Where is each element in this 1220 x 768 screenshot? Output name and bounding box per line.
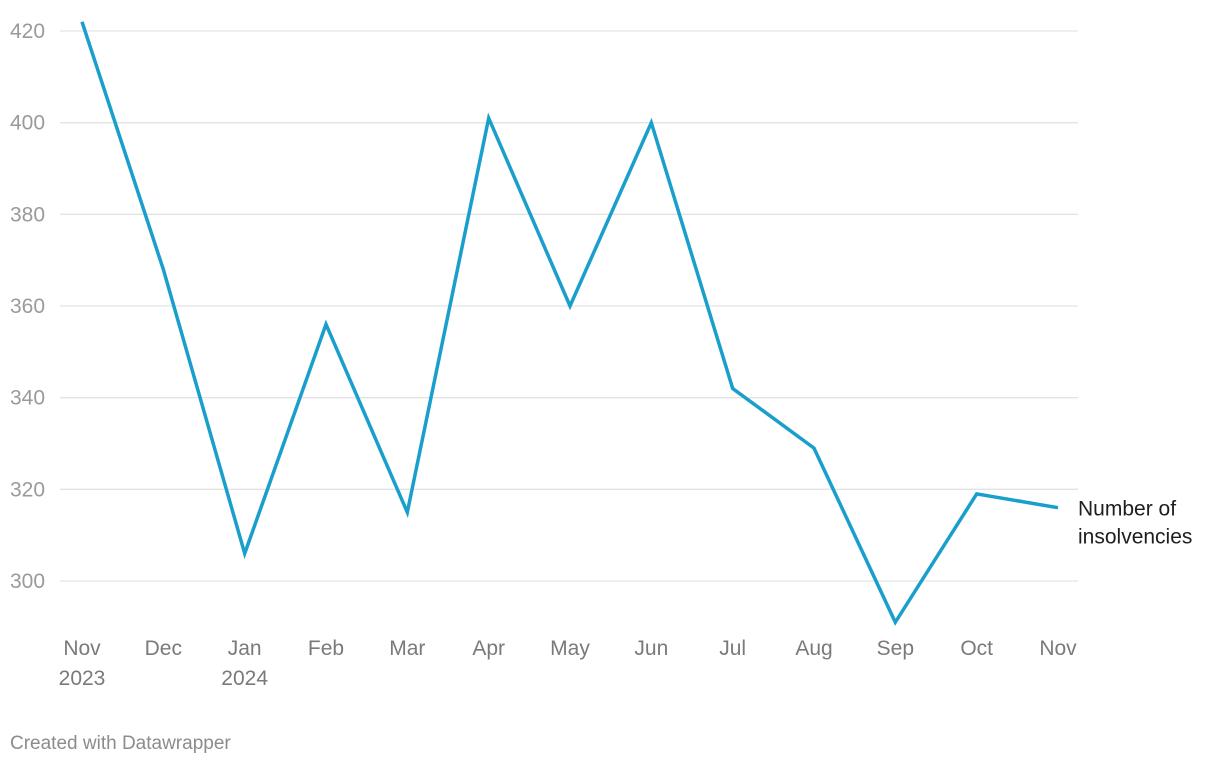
data-point [812,446,816,450]
x-tick-label: Sep [877,637,914,660]
data-point [324,322,328,326]
x-tick-label: Dec [145,637,182,660]
gridlines [60,30,1078,582]
x-tick-year-label: 2023 [59,667,106,690]
x-tick-label: Feb [308,637,344,660]
data-point [975,492,979,496]
data-point [731,387,735,391]
y-tick-label: 360 [10,295,45,318]
data-point [568,304,572,308]
y-axis-ticks: 300 320 340 360 380 400 420 [10,20,45,593]
data-point [161,267,165,271]
data-point [893,620,897,624]
series-label: insolvencies [1078,526,1192,549]
x-tick-label: Jul [719,637,746,660]
x-tick-label: Apr [472,637,505,660]
x-tick-label: Jan [228,637,262,660]
series-line-insolvencies [80,21,1059,626]
y-tick-label: 420 [10,20,45,43]
data-point [405,510,409,514]
x-tick-label: Oct [960,637,993,660]
x-tick-label: May [550,637,590,660]
series-label: Number of [1078,498,1176,521]
y-tick-label: 400 [10,112,45,135]
y-tick-label: 340 [10,387,45,410]
x-tick-label: Jun [634,637,668,660]
x-tick-label: Nov [1039,637,1077,660]
data-point [649,121,653,125]
y-tick-label: 300 [10,570,45,593]
y-tick-label: 320 [10,478,45,501]
data-point [487,116,491,120]
data-point [80,20,84,24]
x-tick-label: Aug [795,637,832,660]
x-tick-label: Mar [389,637,425,660]
series-layer: Number of insolvencies [80,20,1192,626]
x-tick-year-label: 2024 [221,667,268,690]
data-point [1056,506,1060,510]
data-point [243,552,247,556]
y-tick-label: 380 [10,203,45,226]
x-tick-label: Nov [63,637,101,660]
credit-text: Created with Datawrapper [10,733,231,754]
x-axis-ticks: Nov 2023 Dec Jan 2024 Feb Mar Apr May Jun Jul Aug Se… [59,637,1078,690]
